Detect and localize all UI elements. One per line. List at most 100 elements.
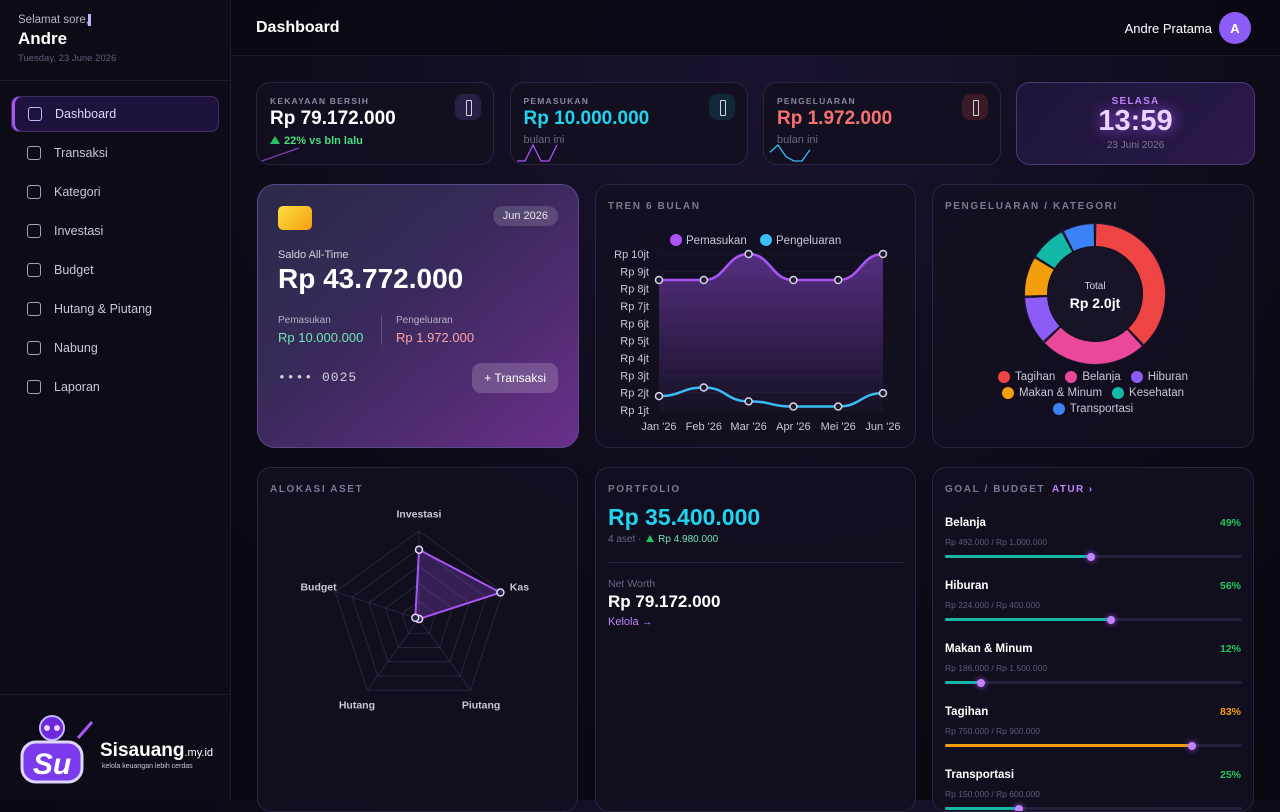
legend-marker xyxy=(998,371,1010,383)
progress-track xyxy=(945,807,1242,810)
x-tick-label: Feb '26 xyxy=(686,421,722,433)
card-chip xyxy=(278,206,312,230)
point xyxy=(745,398,752,405)
progress-fill xyxy=(945,555,1091,558)
income-label: Pemasukan xyxy=(278,315,331,326)
legend-label: Hiburan xyxy=(1148,371,1188,383)
x-tick-label: Jun '26 xyxy=(865,421,900,433)
manage-link[interactable]: Kelola → xyxy=(608,616,653,628)
nav-icon xyxy=(27,302,41,316)
nav-item[interactable]: Budget xyxy=(11,252,219,288)
nav-item[interactable]: Transaksi xyxy=(11,135,219,171)
legend-marker xyxy=(1065,371,1077,383)
portfolio-panel: PORTFOLIO Rp 35.400.000 4 aset · Rp 4.98… xyxy=(595,467,916,812)
logo-mascot: Su xyxy=(16,708,96,788)
legend-marker xyxy=(670,234,682,246)
radar-spoke xyxy=(335,592,419,619)
progress-knob xyxy=(977,679,985,687)
stat-icon xyxy=(709,94,735,120)
donut-slice xyxy=(1069,235,1094,241)
legend-item: Transportasi xyxy=(1053,403,1134,415)
net-worth-label: Net Worth xyxy=(608,578,655,590)
avatar[interactable]: A xyxy=(1219,12,1251,44)
nav-icon xyxy=(27,341,41,355)
y-tick-label: Rp 1jt xyxy=(620,405,649,417)
net-worth: Rp 79.172.000 xyxy=(608,592,720,612)
topbar: Dashboard Andre Pratama A xyxy=(231,0,1280,56)
settings-link[interactable]: ATUR › xyxy=(1052,484,1094,495)
asset-count-text: 4 aset · xyxy=(608,534,641,545)
expense: Rp 1.972.000 xyxy=(396,330,474,345)
y-tick-label: Rp 5jt xyxy=(620,336,649,348)
point xyxy=(790,403,797,410)
radar-area xyxy=(415,550,500,619)
legend-label: Pemasukan xyxy=(686,235,747,247)
brand-suffix: .my.id xyxy=(184,747,213,759)
sparkline xyxy=(766,138,816,164)
nav-item[interactable]: Hutang & Piutang xyxy=(11,291,219,327)
nav-item[interactable]: Laporan xyxy=(11,369,219,405)
point xyxy=(700,277,707,284)
stat-icon xyxy=(962,94,988,120)
legend-label: Makan & Minum xyxy=(1019,387,1102,399)
legend-item: Hiburan xyxy=(1131,371,1188,383)
nav-item[interactable]: Investasi xyxy=(11,213,219,249)
legend-label: Belanja xyxy=(1082,371,1120,383)
point xyxy=(880,390,887,397)
y-tick-label: Rp 9jt xyxy=(620,266,649,278)
axis-label: Kas xyxy=(510,581,529,593)
point xyxy=(880,251,887,258)
sparkline xyxy=(513,138,563,164)
nav-item[interactable]: Nabung xyxy=(11,330,219,366)
progress-track xyxy=(945,681,1242,684)
x-tick-label: Apr '26 xyxy=(776,421,811,433)
nav-label: Budget xyxy=(54,263,94,277)
point xyxy=(656,393,663,400)
point xyxy=(656,277,663,284)
add-transaction-button[interactable]: + Transaksi xyxy=(472,363,558,393)
page-title: Dashboard xyxy=(256,19,340,37)
progress-fill xyxy=(945,681,981,684)
goal-percent: 25% xyxy=(1220,769,1241,781)
y-tick-label: Rp 6jt xyxy=(620,318,649,330)
progress-track xyxy=(945,618,1242,621)
cursor xyxy=(88,14,91,26)
donut-chart: Total Rp 2.0jt xyxy=(933,185,1254,370)
svg-text:Su: Su xyxy=(33,748,71,781)
radar-point xyxy=(416,546,423,553)
center-value: Rp 2.0jt xyxy=(1070,295,1121,311)
nav-item[interactable]: Dashboard xyxy=(11,96,219,132)
user-name[interactable]: Andre Pratama xyxy=(1125,21,1212,36)
card-number: •••• 0025 xyxy=(278,370,357,385)
donut-hole xyxy=(1048,247,1142,341)
divider xyxy=(608,562,905,563)
stat-value: Rp 1.972.000 xyxy=(777,108,892,130)
point xyxy=(835,277,842,284)
progress-knob xyxy=(1087,553,1095,561)
goal-name: Makan & Minum xyxy=(945,643,1033,655)
nav-label: Transaksi xyxy=(54,146,108,160)
greeting: Selamat sore, xyxy=(18,14,89,26)
legend-marker xyxy=(1131,371,1143,383)
nav-label: Dashboard xyxy=(55,107,116,121)
radar-spoke xyxy=(419,619,471,690)
progress-knob xyxy=(1107,616,1115,624)
nav-item[interactable]: Kategori xyxy=(11,174,219,210)
point xyxy=(700,384,707,391)
stat-value: Rp 79.172.000 xyxy=(270,108,396,130)
y-tick-label: Rp 3jt xyxy=(620,370,649,382)
progress-fill xyxy=(945,744,1192,747)
brand: Sisauang.my.id xyxy=(100,740,213,762)
donut-slice xyxy=(1036,264,1044,295)
center-label: Total xyxy=(1084,281,1105,292)
income: Rp 10.000.000 xyxy=(278,330,363,345)
clock-date: 23 Juni 2026 xyxy=(1017,140,1254,151)
y-tick-label: Rp 4jt xyxy=(620,353,649,365)
nav-label: Investasi xyxy=(54,224,103,238)
